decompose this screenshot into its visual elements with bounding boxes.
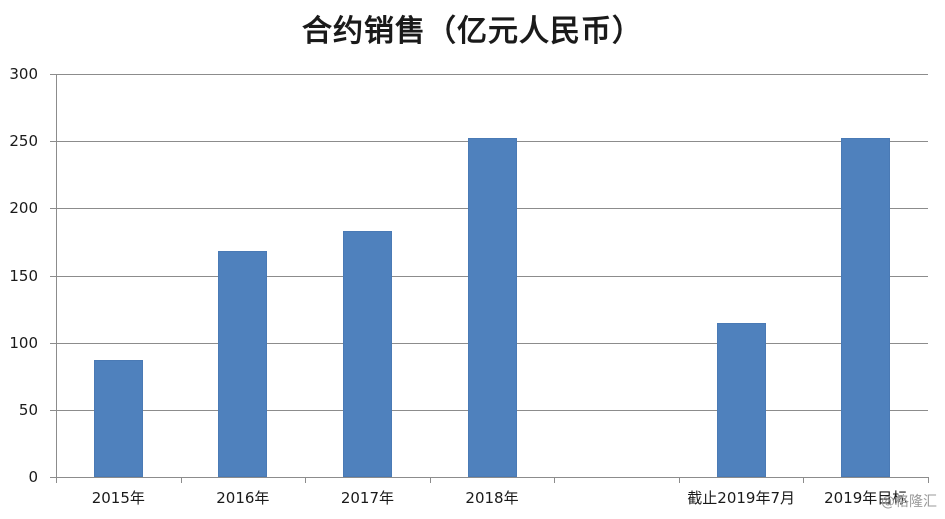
plot-area: 2015年 2016年 2017年 2018年 截止2019年7月 2019年目标 [50, 74, 929, 507]
y-tick-label: 150 [9, 266, 38, 285]
y-tick-label: 0 [28, 468, 38, 486]
gridline [50, 477, 928, 478]
bar [218, 251, 268, 477]
y-axis-line [56, 74, 57, 483]
bar [841, 138, 891, 477]
chart-title: 合约销售（亿元人民币） [302, 14, 643, 49]
x-tick-label: 2019年目标 [824, 489, 908, 507]
bar [93, 360, 143, 477]
x-tick-label: 2015年 [91, 489, 145, 507]
x-tick-mark [678, 477, 680, 483]
y-tick-label: 300 [9, 65, 38, 83]
bar [467, 138, 517, 477]
x-tick-mark [928, 477, 929, 483]
x-tick-mark [803, 477, 805, 483]
x-tick-mark [180, 477, 182, 483]
x-tick-label: 2018年 [465, 489, 519, 507]
gridline [50, 74, 928, 75]
bar [716, 322, 766, 477]
x-tick-label: 截止2019年7月 [687, 489, 795, 507]
x-tick-mark [554, 477, 556, 483]
y-tick-label: 200 [9, 199, 38, 218]
bar [342, 231, 392, 477]
y-tick-label: 250 [9, 132, 38, 151]
x-tick-label: 2017年 [340, 489, 395, 507]
x-tick-mark [429, 477, 431, 483]
x-tick-mark [56, 477, 57, 483]
x-tick-label: 2016年 [216, 489, 270, 507]
y-tick-label: 100 [9, 333, 38, 352]
x-tick-mark [305, 477, 307, 483]
watermark: @格隆汇 [881, 494, 937, 510]
y-tick-label: 50 [18, 400, 38, 419]
